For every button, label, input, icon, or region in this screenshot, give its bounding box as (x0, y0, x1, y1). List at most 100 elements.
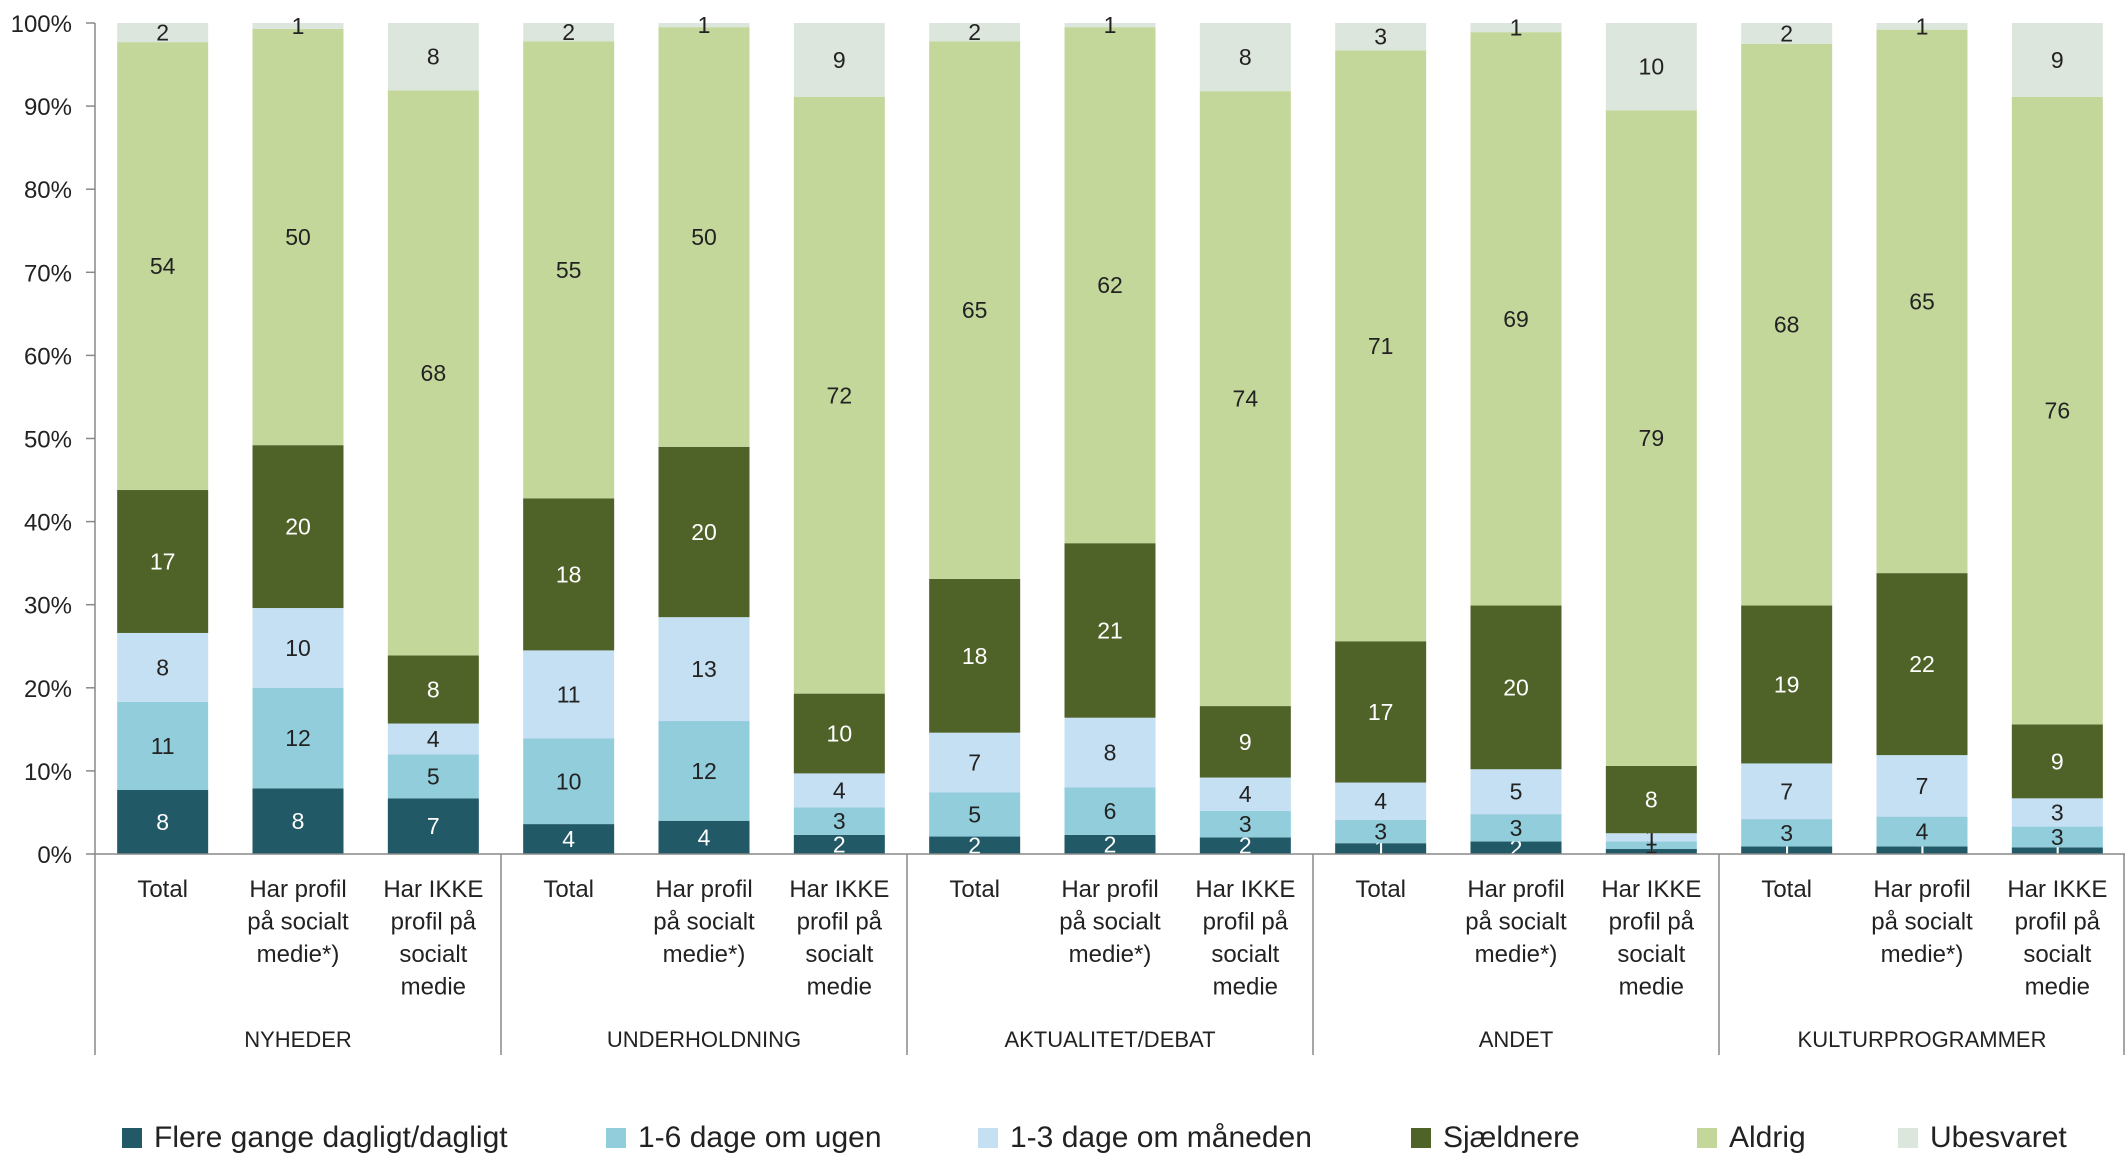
bar-segment (1876, 573, 1968, 756)
y-tick-label: 90% (24, 94, 72, 121)
bar-segment (2011, 96, 2103, 725)
bar-segment (1199, 810, 1291, 838)
data-label: 4 (1374, 788, 1387, 814)
data-label: 10 (285, 635, 311, 661)
data-label: 1 (1104, 12, 1117, 38)
data-label: 13 (691, 656, 717, 682)
data-label: 2 (968, 832, 981, 858)
bar-segment (1605, 110, 1697, 766)
bar-segment (929, 732, 1021, 793)
bar-segment (117, 42, 209, 491)
data-label: 9 (833, 47, 846, 73)
data-label: 4 (698, 824, 711, 850)
data-label: 9 (1239, 729, 1252, 755)
legend-item: Ubesvaret (1898, 1118, 2067, 1158)
data-label: 3 (1374, 819, 1387, 845)
bar-segment (1335, 641, 1427, 783)
group-label: NYHEDER (244, 1027, 352, 1052)
data-label: 2 (1104, 831, 1117, 857)
data-label: 10 (827, 721, 853, 747)
bar-segment (1741, 819, 1833, 847)
legend-item: 1-6 dage om ugen (606, 1118, 882, 1158)
bar-segment (1741, 23, 1833, 44)
bar-segment (2011, 847, 2103, 854)
bar-segment (1335, 782, 1427, 820)
x-tick-label: Har IKKE profil på socialt medie (789, 876, 889, 1001)
data-label: 20 (285, 514, 311, 540)
bar-segment (1199, 777, 1291, 811)
group-label: ANDET (1479, 1027, 1554, 1052)
data-label: 12 (285, 725, 311, 751)
bar-segment (1605, 841, 1697, 850)
legend-label: 1-6 dage om ugen (638, 1121, 882, 1154)
bar-segment (252, 28, 344, 446)
bar-segment (1741, 43, 1833, 606)
data-label: 2 (1239, 833, 1252, 859)
data-label: 1 (1916, 13, 1929, 39)
bar-segment (117, 23, 209, 43)
data-label: 3 (1780, 820, 1793, 846)
legend-item: Flere gange dagligt/dagligt (122, 1118, 508, 1158)
bar-segment (523, 41, 615, 499)
bar-segment (1199, 837, 1291, 854)
data-label: 68 (421, 360, 447, 386)
data-label: 1 (1510, 15, 1523, 41)
data-label: 8 (427, 676, 440, 702)
legend-swatch (1697, 1128, 1717, 1148)
bar-segment (658, 721, 750, 821)
data-label: 50 (691, 224, 717, 250)
bar-segment (1470, 769, 1562, 815)
data-label: 20 (691, 519, 717, 545)
x-tick-label: Har profil på socialt medie*) (1465, 876, 1567, 968)
bar-segment (1470, 23, 1562, 33)
data-label: 3 (2051, 799, 2064, 825)
bar-segment (1064, 23, 1156, 28)
bar-segment (1876, 816, 1968, 847)
data-label: 8 (1239, 44, 1252, 70)
bar-segment (1064, 27, 1156, 544)
bar-segment (1199, 23, 1291, 92)
x-tick-label: Har profil på socialt medie*) (247, 876, 349, 968)
bar-segment (117, 701, 209, 791)
bar-segment (793, 834, 885, 854)
bar-segment (1470, 605, 1562, 770)
bar-segment (1876, 755, 1968, 817)
data-label: 8 (292, 808, 305, 834)
data-label: 8 (427, 44, 440, 70)
bar-segment (523, 498, 615, 651)
bar-segment (793, 23, 885, 97)
data-label: 71 (1368, 333, 1394, 359)
y-tick-label: 60% (24, 343, 72, 370)
bar-segment (1876, 846, 1968, 854)
legend-item: 1-3 dage om måneden (978, 1118, 1312, 1158)
data-label: 9 (2051, 47, 2064, 73)
bar-segment (1335, 23, 1427, 51)
legend-label: Flere gange dagligt/dagligt (154, 1121, 508, 1154)
y-tick-label: 40% (24, 510, 72, 537)
x-tick-label: Total (949, 876, 1000, 903)
data-label: 5 (1510, 779, 1523, 805)
legend-item: Aldrig (1697, 1118, 1806, 1158)
legend-swatch (978, 1128, 998, 1148)
data-label: 1 (698, 12, 711, 38)
data-label: 79 (1639, 425, 1665, 451)
bar-segment (523, 23, 615, 42)
data-label: 2 (156, 20, 169, 46)
bar-segment (117, 632, 209, 702)
data-label: 55 (556, 257, 582, 283)
bar-segment (658, 820, 750, 854)
x-axis: Total Har profil på socialt medie*) Har IKKE… (94, 853, 2125, 1055)
bar-segment (658, 23, 750, 28)
x-tick-label: Har profil på socialt medie*) (653, 876, 755, 968)
bar-segment (1064, 787, 1156, 835)
data-label: 69 (1503, 306, 1529, 332)
data-label: 76 (2045, 398, 2071, 424)
bar-segment (2011, 23, 2103, 97)
data-label: 3 (2051, 824, 2064, 850)
bar-segment (1335, 819, 1427, 844)
bar-segment (117, 490, 209, 633)
x-tick-label: Total (137, 876, 188, 903)
data-label: 18 (556, 561, 582, 587)
bar-segment (387, 655, 479, 724)
